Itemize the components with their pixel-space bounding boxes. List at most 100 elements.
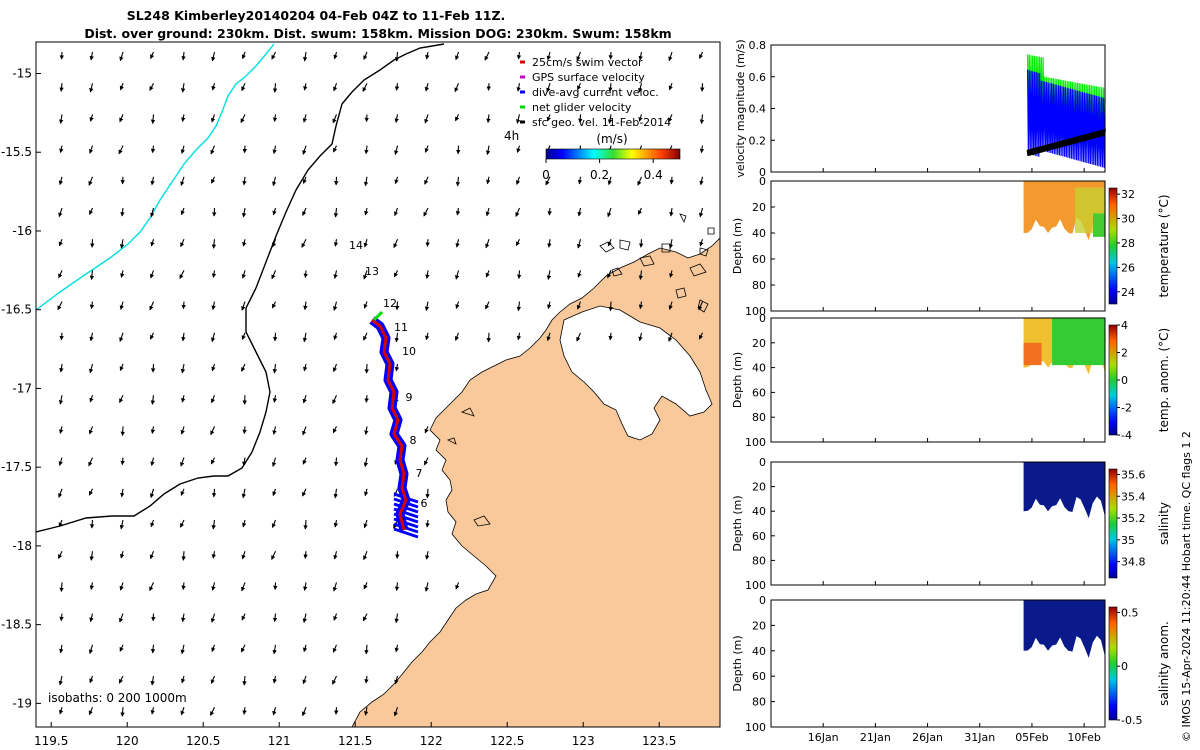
vector-arrow [210, 457, 215, 465]
panel-ytick-label: 100 [745, 721, 766, 734]
section-patch-green-zone [1052, 318, 1105, 366]
vector-arrow [576, 51, 582, 62]
legend-label: net glider velocity [532, 101, 632, 114]
vector-arrow [88, 176, 94, 186]
vector-arrow [89, 301, 95, 310]
day-label: 7 [416, 467, 423, 480]
vector-arrow [89, 551, 94, 561]
vector-arrow [89, 145, 94, 154]
cbar-tick-label: 0 [1121, 374, 1128, 387]
vector-arrow [150, 114, 156, 125]
vector-arrow [455, 301, 460, 309]
vector-arrow [333, 239, 339, 247]
vector-arrow [119, 83, 124, 91]
vector-arrow [546, 114, 551, 122]
vector-arrow [668, 114, 673, 123]
vector-arrow [547, 207, 552, 216]
vector-arrow [150, 426, 156, 435]
vector-arrow [271, 270, 277, 280]
vector-arrow [89, 582, 95, 590]
panel-ytick-label: 60 [752, 530, 766, 543]
cbar-tick-label: 0.5 [1121, 606, 1139, 619]
vector-arrow [272, 426, 277, 435]
vector-arrow [699, 51, 704, 60]
dive-avg-current-arrow [393, 522, 419, 534]
vector-arrow [424, 582, 429, 592]
vector-arrow [393, 238, 399, 249]
vector-arrow [394, 114, 399, 123]
dive-avg-current-arrow [393, 527, 419, 539]
vector-arrow [272, 488, 277, 497]
vector-arrow [395, 301, 400, 311]
vector-arrow [302, 332, 308, 343]
map-colorbar-ticks: 0 0.2 0.4 [542, 159, 663, 182]
vector-arrow [242, 239, 247, 247]
vector-arrow [394, 613, 399, 624]
vector-arrow [608, 332, 613, 341]
vector-arrow [89, 332, 94, 342]
vector-arrow [302, 51, 308, 62]
lon-tick-label: 122.5 [490, 734, 524, 748]
cbar-tick-label: 28 [1121, 237, 1135, 250]
vector-arrow [59, 644, 64, 654]
vector-arrow [272, 707, 277, 716]
vector-arrow [58, 176, 64, 186]
vector-arrow [89, 395, 94, 403]
cbar-tick-label: 26 [1121, 261, 1135, 274]
panel-ylabel: Depth (m) [731, 635, 744, 691]
vector-arrow [181, 738, 184, 746]
isobath-text: isobaths: 0 200 1000m [48, 691, 187, 705]
vector-arrow [303, 363, 308, 372]
panel-4: 0 20 40 60 80 100 Depth (m) 34.8 35 35.2 35.4 35.6 s… [731, 456, 1171, 592]
vector-arrow [210, 613, 216, 623]
vector-arrow [485, 301, 490, 310]
vector-arrow [180, 145, 186, 155]
vector-arrow [151, 738, 153, 746]
vector-arrow [58, 114, 64, 125]
cbar-tick-label: 32 [1121, 188, 1135, 201]
vector-arrow [486, 176, 491, 185]
vector-arrow [59, 145, 64, 154]
vector-arrow [149, 270, 155, 279]
cbar-tick-label: 2 [1121, 347, 1128, 360]
vector-arrow [303, 519, 308, 530]
vector-arrow [394, 675, 399, 685]
panel-ytick-label: 0.4 [749, 103, 767, 116]
vector-arrow [333, 51, 338, 60]
vector-arrow [608, 83, 613, 92]
vector-arrow [150, 145, 156, 154]
vector-arrow [394, 363, 400, 372]
vector-arrow [302, 644, 308, 653]
vector-arrow [364, 707, 369, 716]
vector-arrow [149, 82, 154, 91]
vector-arrow [59, 613, 64, 622]
vector-arrow [455, 176, 461, 187]
time-tick-label: 31Jan [964, 731, 995, 744]
vector-arrow [607, 270, 612, 279]
vector-arrow [119, 613, 124, 623]
vector-arrow [150, 239, 155, 247]
vector-arrow [668, 301, 673, 310]
panel-ytick-label: 20 [752, 201, 766, 214]
cbar-tick-label: -2 [1121, 402, 1132, 415]
vector-arrow [424, 176, 429, 185]
vector-arrow [731, 146, 733, 154]
vector-arrow [425, 488, 430, 499]
vector-arrow [119, 332, 124, 343]
cbar-tick-label: 35.6 [1121, 468, 1146, 481]
vector-arrow [149, 550, 155, 560]
time-tick-label: 10Feb [1067, 731, 1100, 744]
vector-arrow [364, 426, 369, 436]
lon-tick-label: 120.5 [186, 734, 220, 748]
vector-arrow [241, 613, 246, 621]
vector-arrow [637, 176, 643, 186]
vector-arrow [271, 51, 276, 60]
dive-avg-current-arrow [393, 507, 419, 519]
vector-arrow [425, 551, 430, 560]
vector-arrow [181, 51, 186, 61]
panel-ytick-label: 0.8 [749, 39, 767, 52]
vector-arrow [150, 644, 156, 654]
vector-arrow [119, 114, 124, 123]
vector-arrow [301, 488, 307, 497]
vector-arrow [211, 176, 216, 184]
